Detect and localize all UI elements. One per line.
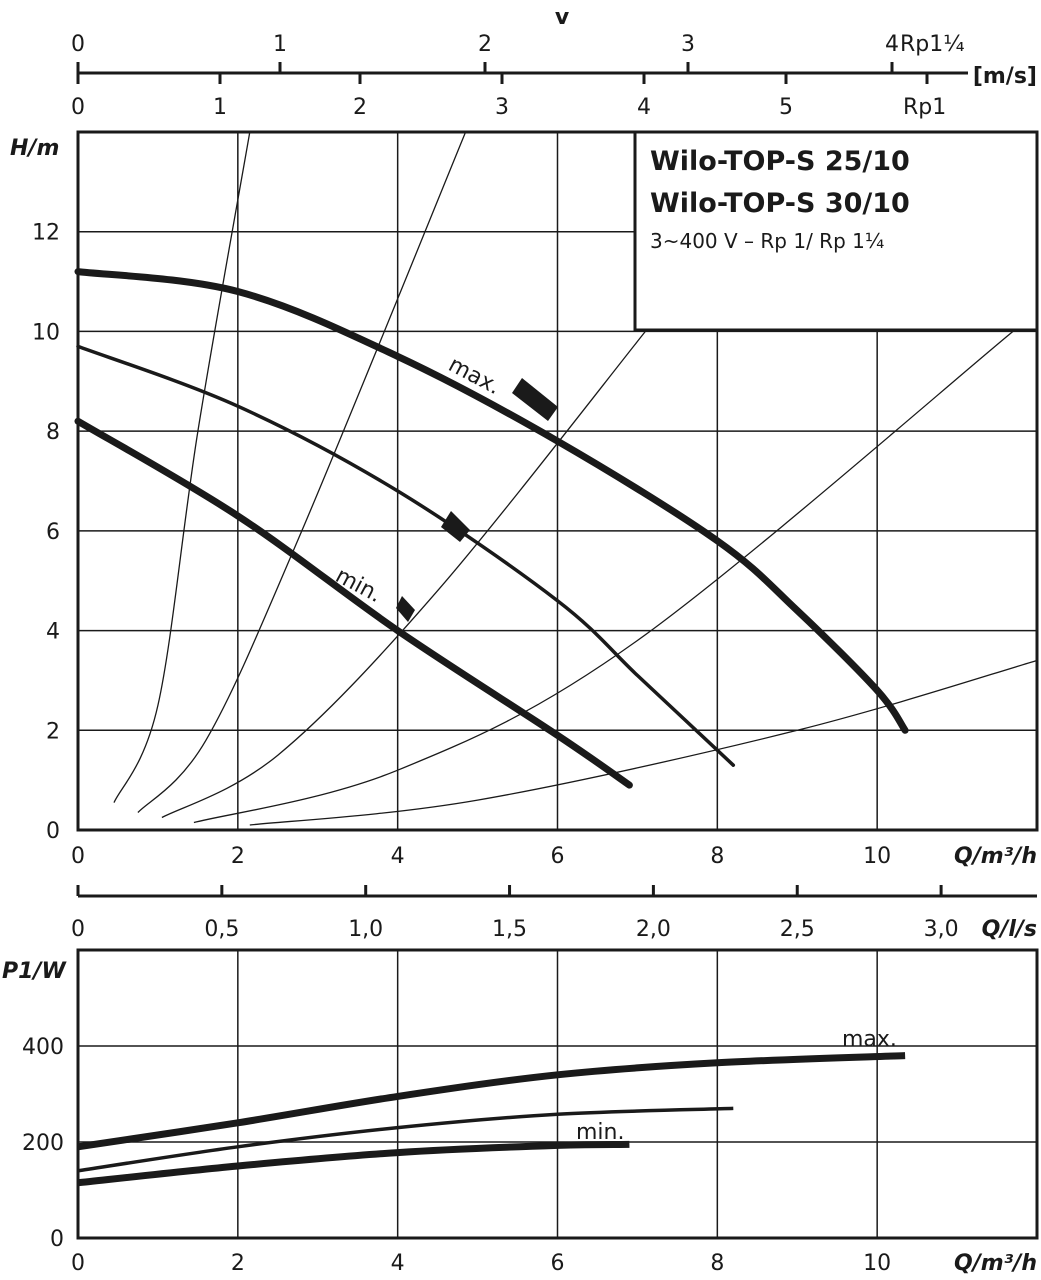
head-curve-2 [74, 417, 633, 789]
flow-ls-tick-label: 1,5 [492, 917, 527, 942]
power-y-tick-label: 0 [50, 1227, 64, 1252]
power-y-tick-label: 200 [22, 1131, 64, 1156]
title-box-frame [633, 130, 1039, 332]
flow-ls-tick-label: 2,5 [780, 917, 815, 942]
power-max-curve-label: max. [842, 1027, 897, 1052]
flow-ls-tick-label: 3,0 [924, 917, 959, 942]
power-chart: max. min. 0 2 4 6 8 10 0 200 400 Q/m³/h P1/W [2, 948, 1039, 1276]
rp114-tick-label: 2 [478, 32, 492, 57]
head-x-tick-label: 10 [863, 844, 891, 869]
power-min-curve-label: min. [576, 1120, 624, 1145]
system-curve [137, 131, 467, 813]
flow-ls-axis-label: Q/l/s [982, 917, 1037, 942]
head-y-tick-label: 8 [46, 420, 60, 445]
head-x-tick-label: 0 [71, 844, 85, 869]
rp114-scale-label: Rp1¼ [900, 32, 965, 57]
head-y-tick-label: 0 [46, 819, 60, 844]
power-y-tick-label: 400 [22, 1035, 64, 1060]
power-curve-0 [77, 1052, 906, 1151]
rp1-tick-label: 3 [495, 95, 509, 120]
pump-electrical-note: 3~400 V – Rp 1/ Rp 1¼ [650, 229, 884, 253]
head-curve-1 [76, 344, 736, 767]
head-x-tick-label: 6 [551, 844, 565, 869]
rp1-tick-label: 1 [213, 95, 227, 120]
min-speed-marker [396, 596, 415, 622]
rp114-tick-label: 4 [885, 32, 899, 57]
power-x-tick-label: 0 [71, 1251, 85, 1276]
mid-speed-marker [441, 511, 470, 542]
head-curve-0 [74, 268, 909, 734]
rp114-tick-label: 0 [71, 32, 85, 57]
power-x-tick-label: 6 [551, 1251, 565, 1276]
head-y-tick-label: 6 [46, 520, 60, 545]
velocity-scale: v [m/s] Rp1¼ Rp1 0 1 2 3 4 0 1 2 3 4 5 [71, 5, 1037, 120]
rp1-tick-label: 5 [779, 95, 793, 120]
rp114-tick-label: 3 [681, 32, 695, 57]
power-x-tick-label: 4 [391, 1251, 405, 1276]
flow-ls-tick-label: 1,0 [348, 917, 383, 942]
flow-ls-scale: 0 0,5 1,0 1,5 2,0 2,5 3,0 Q/l/s [71, 885, 1037, 942]
head-y-tick-label: 4 [46, 620, 60, 645]
head-y-tick-label: 10 [32, 320, 60, 345]
head-x-tick-label: 8 [710, 844, 724, 869]
flow-ls-tick-label: 0 [71, 917, 85, 942]
power-x-axis-label: Q/m³/h [954, 1251, 1037, 1276]
flow-ls-tick-label: 0,5 [204, 917, 239, 942]
power-curve-1 [77, 1106, 734, 1173]
head-x-axis-label: Q/m³/h [954, 844, 1037, 869]
power-x-tick-label: 2 [231, 1251, 245, 1276]
velocity-unit-label: [m/s] [973, 64, 1037, 89]
head-y-tick-label: 2 [46, 719, 60, 744]
rp1-tick-label: 2 [353, 95, 367, 120]
system-curve [161, 330, 646, 819]
flow-ls-tick-label: 2,0 [636, 917, 671, 942]
power-y-axis-label: P1/W [2, 959, 67, 984]
power-x-tick-label: 8 [710, 1251, 724, 1276]
pump-model-title: Wilo-TOP-S 25/10 [650, 146, 910, 177]
head-x-tick-label: 2 [231, 844, 245, 869]
rp1-tick-label: 0 [71, 95, 85, 120]
head-y-axis-label: H/m [10, 136, 59, 161]
pump-model-subtitle: Wilo-TOP-S 30/10 [650, 188, 910, 219]
pump-title-box: Wilo-TOP-S 25/10 Wilo-TOP-S 30/10 3~400 … [633, 130, 1039, 332]
system-curve [193, 330, 1014, 824]
rp1-scale-label: Rp1 [903, 95, 946, 120]
rp1-tick-label: 4 [637, 95, 651, 120]
head-x-tick-label: 4 [391, 844, 405, 869]
rp114-tick-label: 1 [273, 32, 287, 57]
power-curve-2 [77, 1140, 630, 1187]
system-curve [249, 659, 1038, 826]
velocity-axis-label: v [555, 5, 570, 30]
system-curve [113, 131, 251, 803]
power-x-tick-label: 10 [863, 1251, 891, 1276]
max-speed-marker [512, 378, 558, 421]
head-y-tick-label: 12 [32, 221, 60, 246]
